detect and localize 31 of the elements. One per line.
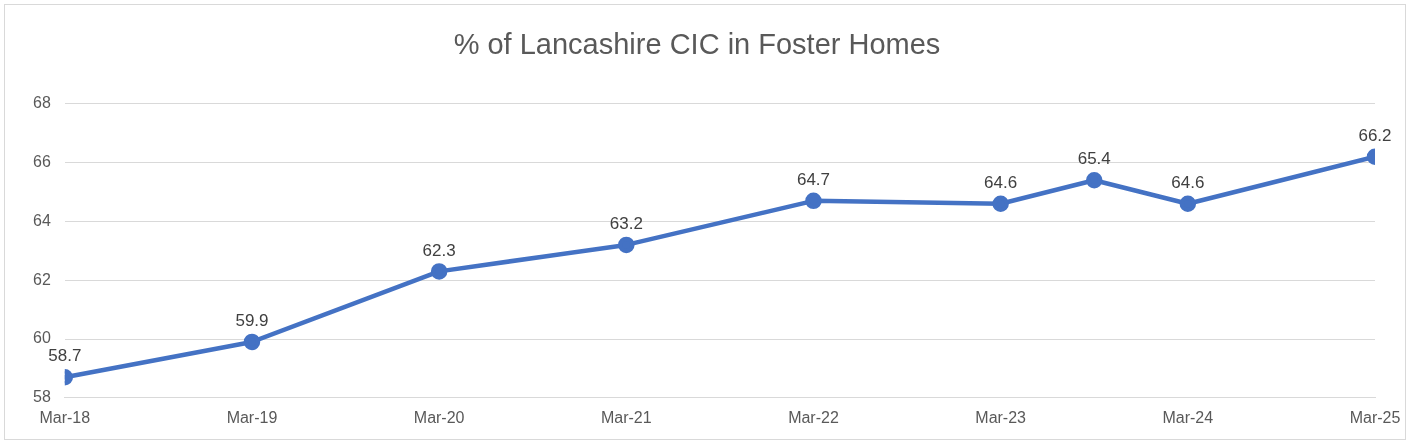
y-tick-label: 60 <box>33 329 51 347</box>
point <box>805 192 822 210</box>
y-tick-label: 58 <box>33 388 51 406</box>
y-tick-label: 68 <box>33 94 51 112</box>
y-tick-label: 64 <box>33 211 51 229</box>
x-tick-label: Mar-24 <box>1162 408 1214 426</box>
y-tick-label: 66 <box>33 153 51 171</box>
y-tick-label: 62 <box>33 270 51 288</box>
data-label: 63.2 <box>609 214 643 234</box>
data-label: 66.2 <box>1358 125 1392 145</box>
x-tick-label: Mar-19 <box>226 408 278 426</box>
data-label: 64.7 <box>796 170 831 190</box>
x-tick-label: Mar-20 <box>413 408 465 426</box>
x-tick-label: Mar-21 <box>600 408 652 426</box>
data-label: 65.4 <box>1077 149 1111 169</box>
chart-title: % of Lancashire CIC in Foster Homes <box>453 28 941 61</box>
data-label: 64.6 <box>1171 172 1205 192</box>
point <box>618 236 635 254</box>
point <box>992 195 1009 213</box>
data-label: 59.9 <box>235 311 269 331</box>
data-label: 58.7 <box>48 346 82 366</box>
point <box>1179 195 1197 213</box>
point <box>1085 171 1103 189</box>
x-tick-label: Mar-25 <box>1349 408 1401 426</box>
x-tick-label: Mar-18 <box>39 408 91 426</box>
point <box>430 263 448 280</box>
x-tick-label: Mar-23 <box>975 408 1027 426</box>
point <box>243 333 261 351</box>
data-label: 62.3 <box>422 240 456 260</box>
data-label: 64.6 <box>984 172 1018 192</box>
x-tick-label: Mar-22 <box>788 408 839 426</box>
